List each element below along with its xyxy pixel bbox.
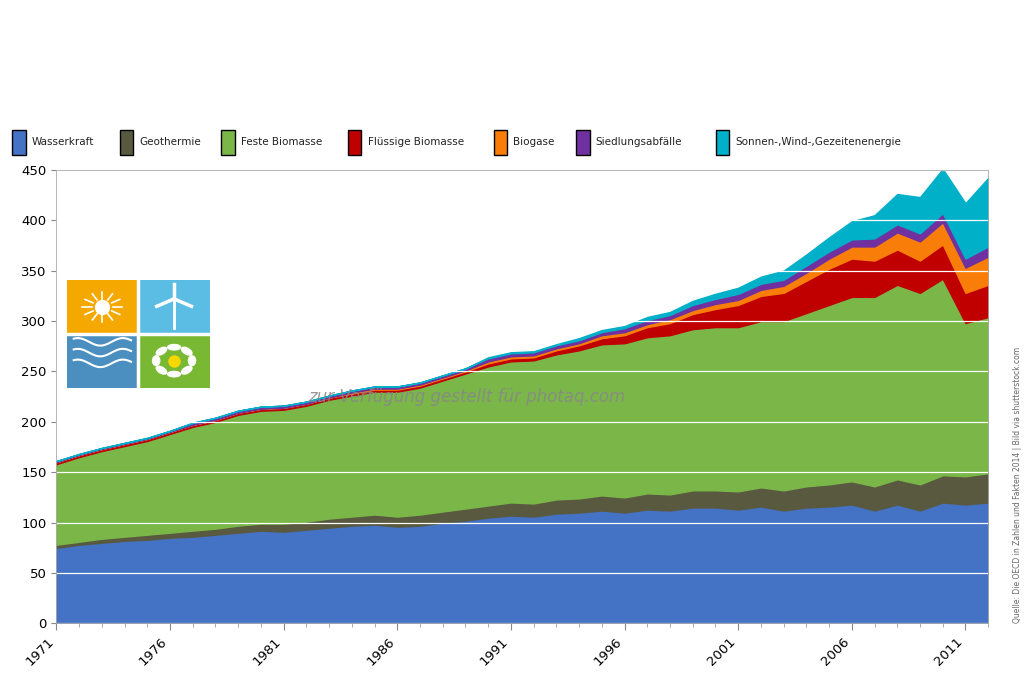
Text: »: » (18, 24, 47, 67)
Ellipse shape (157, 347, 167, 355)
Text: Wasserkraft: Wasserkraft (32, 137, 94, 147)
Text: Siedlungsabfälle: Siedlungsabfälle (596, 137, 682, 147)
FancyBboxPatch shape (221, 130, 234, 155)
FancyBboxPatch shape (716, 130, 729, 155)
Ellipse shape (181, 347, 191, 355)
Ellipse shape (188, 356, 196, 366)
Text: Quelle: Die OECD in Zahlen und Fakten 2014 | Bild via shutterstock.com: Quelle: Die OECD in Zahlen und Fakten 20… (1013, 347, 1022, 623)
FancyBboxPatch shape (348, 130, 361, 155)
Ellipse shape (181, 366, 191, 374)
Text: Biogase: Biogase (513, 137, 555, 147)
Text: Feste Biomasse: Feste Biomasse (241, 137, 323, 147)
Ellipse shape (157, 366, 167, 374)
Text: Aufwind: Aufwind (70, 12, 249, 50)
Bar (138, 280, 210, 334)
Text: Geothermie: Geothermie (139, 137, 202, 147)
FancyBboxPatch shape (120, 130, 133, 155)
Text: Flüssige Biomasse: Flüssige Biomasse (368, 137, 464, 147)
FancyBboxPatch shape (494, 130, 507, 155)
FancyBboxPatch shape (12, 130, 26, 155)
Ellipse shape (168, 371, 180, 377)
Text: Sonnen-,Wind-,Gezeitenenergie: Sonnen-,Wind-,Gezeitenenergie (735, 137, 901, 147)
Text: zur Verfügung gestellt für photaq.com: zur Verfügung gestellt für photaq.com (307, 388, 625, 406)
Ellipse shape (168, 345, 180, 350)
Bar (67, 280, 138, 334)
Text: Erneuerbare Energien im OECD-Raum, in Mio. t Rohöleinheiten: Erneuerbare Energien im OECD-Raum, in Mi… (70, 72, 618, 90)
Bar (138, 334, 210, 388)
Ellipse shape (153, 356, 160, 366)
FancyBboxPatch shape (577, 130, 590, 155)
Bar (67, 334, 138, 388)
